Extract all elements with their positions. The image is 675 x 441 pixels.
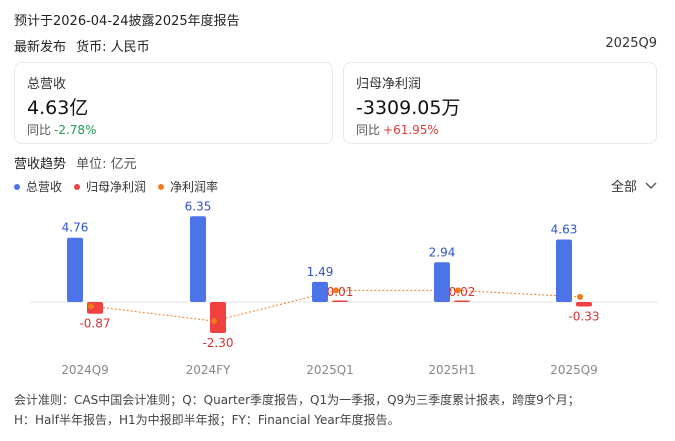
margin-point-2024FY[interactable] — [211, 318, 217, 325]
subheader: 最新发布 货币: 人民币 — [14, 36, 150, 55]
net-profit-bar-2025H1[interactable] — [454, 300, 470, 303]
range-filter-label: 全部 — [610, 180, 637, 195]
trend-title: 营收趋势 — [14, 157, 67, 172]
revenue-bar-2025H1[interactable] — [434, 262, 450, 302]
report-period: 2025Q9 — [605, 36, 657, 51]
revenue-label-2025H1: 2.94 — [429, 245, 456, 259]
footnote: 会计准则：CAS中国会计准则；Q：Quarter季度报告，Q1为一季报，Q9为三… — [14, 390, 580, 430]
net-profit-value: -3309.05万 — [356, 97, 461, 119]
net-profit-card[interactable]: 归母净利润 -3309.05万 同比 +61.95% — [343, 62, 657, 144]
x-tick-2024FY: 2024FY — [186, 363, 231, 377]
net-profit-label-2025H1: 0.02 — [449, 285, 476, 299]
revenue-label-2025Q9: 4.63 — [551, 222, 578, 236]
legend-dot-revenue — [14, 183, 20, 190]
revenue-bar-2024FY[interactable] — [190, 216, 206, 302]
net-profit-bar-2025Q1[interactable] — [332, 300, 348, 303]
x-tick-2025Q9: 2025Q9 — [550, 363, 598, 377]
margin-point-2025Q9[interactable] — [577, 293, 583, 300]
chart-legend: 总营收 归母净利润 净利润率 — [14, 178, 218, 195]
revenue-trend-chart: 4.76 -0.87 2024Q9 6.35 -2.30 2024FY 1.49 0.01 20… — [30, 199, 658, 377]
chevron-down-icon — [645, 182, 657, 189]
legend-label-margin: 净利润率 — [170, 180, 219, 194]
revenue-label-2024Q9: 4.76 — [62, 221, 89, 235]
net-profit-yoy-label: 同比 — [356, 123, 381, 137]
net-profit-yoy-value: +61.95% — [383, 123, 439, 137]
legend-dot-net-profit — [74, 183, 81, 190]
net-profit-label: 归母净利润 — [356, 77, 422, 92]
legend-item-net-profit[interactable]: 归母净利润 — [74, 178, 146, 195]
net-profit-label-2025Q9: -0.33 — [568, 309, 599, 323]
revenue-bar-2025Q9[interactable] — [556, 239, 572, 302]
net-profit-yoy: 同比 +61.95% — [356, 121, 439, 138]
legend-item-margin[interactable]: 净利润率 — [158, 178, 218, 195]
footnote-line-2: H：Half半年报告，H1为中报即半年报；FY：Financial Year年度… — [14, 413, 400, 427]
margin-point-2025Q1[interactable] — [333, 287, 339, 294]
disclosure-notice: 预计于2026-04-24披露2025年度报告 — [14, 14, 240, 29]
net-profit-label-2024FY: -2.30 — [202, 336, 233, 350]
revenue-label-2024FY: 6.35 — [185, 199, 212, 213]
revenue-yoy-label: 同比 — [27, 123, 52, 137]
net-profit-label-2025Q1: 0.01 — [327, 285, 354, 299]
revenue-bar-2024Q9[interactable] — [67, 237, 83, 302]
footnote-line-1: 会计准则：CAS中国会计准则；Q：Quarter季度报告，Q1为一季报，Q9为三… — [14, 393, 580, 407]
x-tick-2024Q9: 2024Q9 — [61, 363, 109, 377]
legend-label-net-profit: 归母净利润 — [86, 180, 147, 194]
margin-point-2025H1[interactable] — [455, 287, 461, 294]
currency-label: 货币: 人民币 — [76, 40, 150, 55]
x-tick-2025H1: 2025H1 — [428, 363, 475, 377]
trend-unit: 单位: 亿元 — [76, 157, 137, 172]
revenue-yoy: 同比 -2.78% — [27, 121, 96, 138]
legend-item-revenue[interactable]: 总营收 — [14, 178, 62, 195]
net-profit-bar-2024FY[interactable] — [210, 302, 226, 334]
trend-header: 营收趋势 单位: 亿元 — [14, 153, 137, 172]
margin-point-2024Q9[interactable] — [88, 303, 94, 310]
legend-dot-margin — [158, 183, 165, 190]
revenue-card[interactable]: 总营收 4.63亿 同比 -2.78% — [14, 62, 333, 144]
net-profit-bar-2025Q9[interactable] — [576, 302, 592, 307]
net-profit-label-2024Q9: -0.87 — [79, 317, 110, 331]
revenue-value: 4.63亿 — [27, 97, 89, 119]
revenue-yoy-value: -2.78% — [54, 123, 97, 137]
latest-release-label: 最新发布 — [14, 40, 67, 55]
revenue-label: 总营收 — [27, 77, 67, 92]
revenue-bar-2025Q1[interactable] — [312, 281, 328, 302]
revenue-label-2025Q1: 1.49 — [307, 265, 334, 279]
x-tick-2025Q1: 2025Q1 — [306, 363, 354, 377]
legend-label-revenue: 总营收 — [26, 180, 63, 194]
range-filter-dropdown[interactable]: 全部 — [611, 176, 657, 195]
